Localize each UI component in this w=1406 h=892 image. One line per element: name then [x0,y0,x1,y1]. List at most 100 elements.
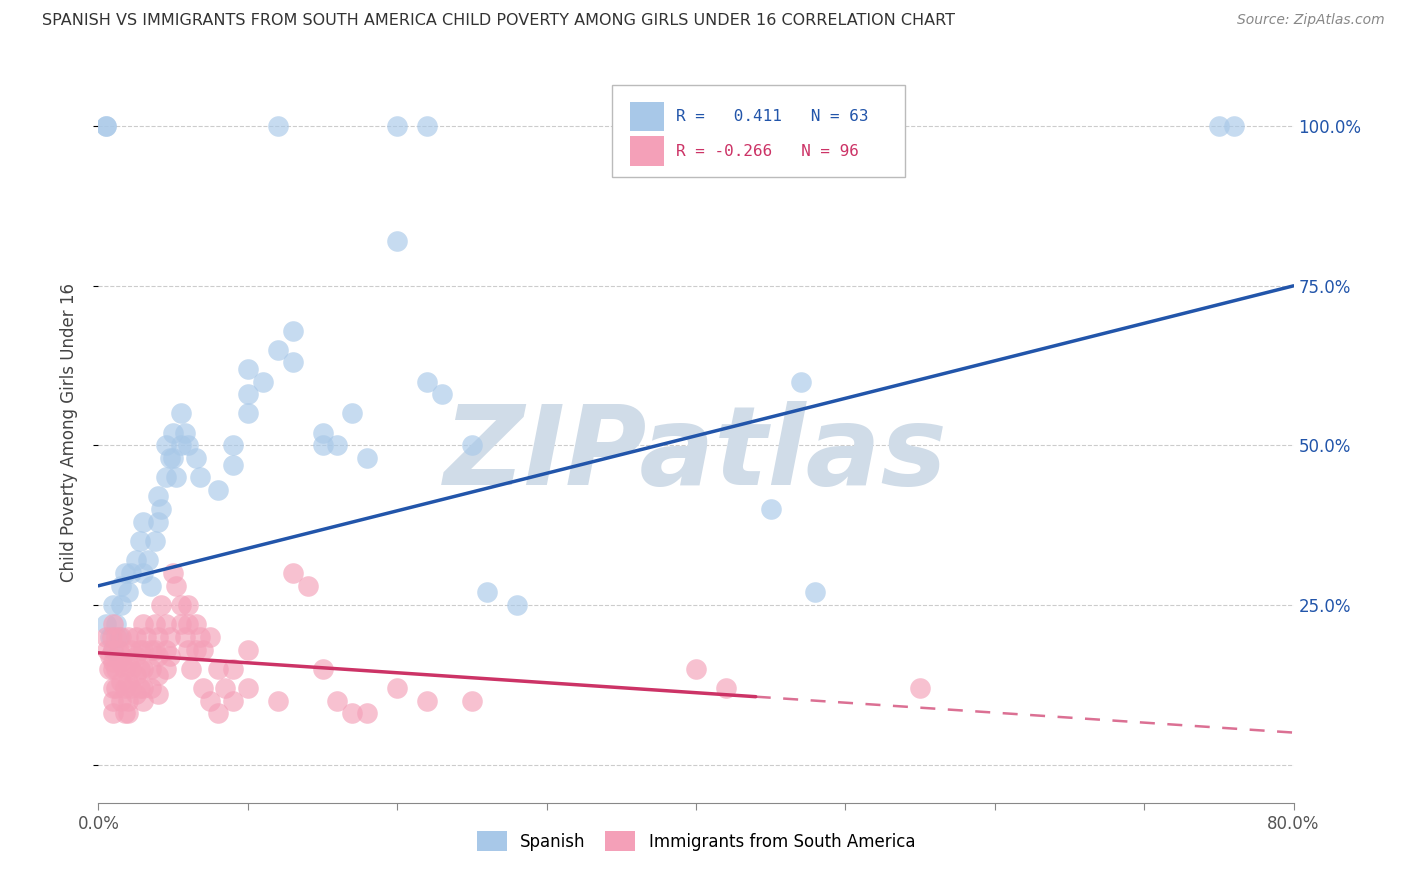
Text: SPANISH VS IMMIGRANTS FROM SOUTH AMERICA CHILD POVERTY AMONG GIRLS UNDER 16 CORR: SPANISH VS IMMIGRANTS FROM SOUTH AMERICA… [42,13,955,29]
Point [188,470,211,484]
Point [207,483,229,497]
Point [114,566,136,580]
Point [416,375,439,389]
Point [139,579,162,593]
Point [148,687,170,701]
Point [200,630,222,644]
Point [97,662,120,676]
Y-axis label: Child Poverty Among Girls Under 16: Child Poverty Among Girls Under 16 [59,283,77,582]
Point [169,598,191,612]
Point [125,630,148,644]
Point [236,642,259,657]
Point [132,566,155,580]
Point [252,375,274,389]
Point [222,458,245,472]
Point [132,694,155,708]
Point [110,598,132,612]
Point [311,438,333,452]
Point [105,681,128,695]
Point [169,438,191,452]
Point [94,120,117,134]
Point [94,617,117,632]
Point [236,387,259,401]
Point [236,681,259,695]
Point [506,598,529,612]
Point [461,694,484,708]
Point [103,617,125,632]
Point [114,662,136,676]
Point [105,630,128,644]
Point [188,630,211,644]
Point [117,656,139,670]
Point [342,407,364,421]
Point [356,451,378,466]
Point [207,662,229,676]
Point [143,642,166,657]
Point [150,598,173,612]
Point [117,694,139,708]
Point [297,579,319,593]
Point [155,662,177,676]
Point [222,662,245,676]
Point [759,502,782,516]
Point [129,534,152,549]
Point [139,642,162,657]
Point [174,425,197,440]
Point [222,438,245,452]
Point [430,387,453,401]
Point [385,681,409,695]
Point [125,648,148,663]
Point [155,617,177,632]
Point [120,662,142,676]
Point [177,438,200,452]
Point [150,502,173,516]
Point [1208,120,1230,134]
Point [110,630,132,644]
Point [281,566,304,580]
Point [132,617,155,632]
Point [180,662,202,676]
Point [169,617,191,632]
Point [281,355,304,369]
Point [139,662,162,676]
Point [105,617,128,632]
Point [103,662,125,676]
Point [155,642,177,657]
Point [311,425,333,440]
Point [177,598,200,612]
Point [177,617,200,632]
Point [685,662,707,676]
Text: Source: ZipAtlas.com: Source: ZipAtlas.com [1237,13,1385,28]
Point [159,630,181,644]
Point [143,534,166,549]
Legend: Spanish, Immigrants from South America: Spanish, Immigrants from South America [470,825,922,857]
Point [148,490,170,504]
Point [342,706,364,721]
Point [125,553,148,567]
Point [281,324,304,338]
Point [103,656,125,670]
Point [159,451,181,466]
Point [110,694,132,708]
Point [155,438,177,452]
Point [96,642,118,657]
Text: R =   0.411   N = 63: R = 0.411 N = 63 [676,109,868,124]
Point [714,681,737,695]
Point [110,579,132,593]
Point [908,681,931,695]
Bar [630,136,664,166]
Point [98,648,122,663]
Point [326,694,349,708]
Point [103,598,125,612]
Point [385,234,409,248]
Point [139,681,162,695]
Point [191,642,214,657]
Point [129,642,152,657]
Point [267,120,290,134]
Point [98,630,122,644]
Point [114,706,136,721]
Point [326,438,349,452]
Point [416,120,439,134]
Point [222,694,245,708]
Point [103,706,125,721]
